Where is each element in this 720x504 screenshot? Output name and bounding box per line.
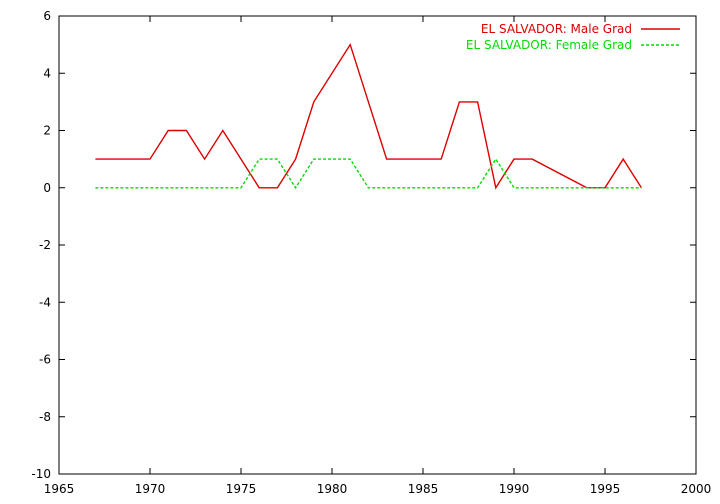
x-tick-label: 1985 [408,482,439,496]
x-tick-label: 1995 [590,482,621,496]
x-tick-label: 1965 [44,482,75,496]
legend: EL SALVADOR: Male Grad EL SALVADOR: Femal… [466,22,680,52]
x-tick-label: 2000 [681,482,712,496]
series-line-1 [95,157,642,190]
legend-label-0: EL SALVADOR: Male Grad [481,22,632,36]
axis-ticks: 1965 1970 1975 1980 1985 1990 1995 2000 -10 -8 -6 -… [31,9,711,496]
y-tick-label: -2 [39,238,51,252]
x-tick-label: 1970 [135,482,166,496]
y-tick-label: -6 [39,353,51,367]
series-lines [95,42,642,190]
y-tick-label: 4 [43,66,51,80]
x-tick-label: 1975 [226,482,257,496]
x-tick-label: 1980 [317,482,348,496]
x-tick-label: 1990 [499,482,530,496]
y-tick-label: -8 [39,410,51,424]
series-line-0 [95,42,642,190]
legend-label-1: EL SALVADOR: Female Grad [466,38,632,52]
y-tick-label: 2 [43,124,51,138]
y-tick-label: 6 [43,9,51,23]
plot-frame [58,15,697,475]
y-tick-label: 0 [43,181,51,195]
y-tick-label: -10 [31,467,51,481]
y-tick-label: -4 [39,295,51,309]
